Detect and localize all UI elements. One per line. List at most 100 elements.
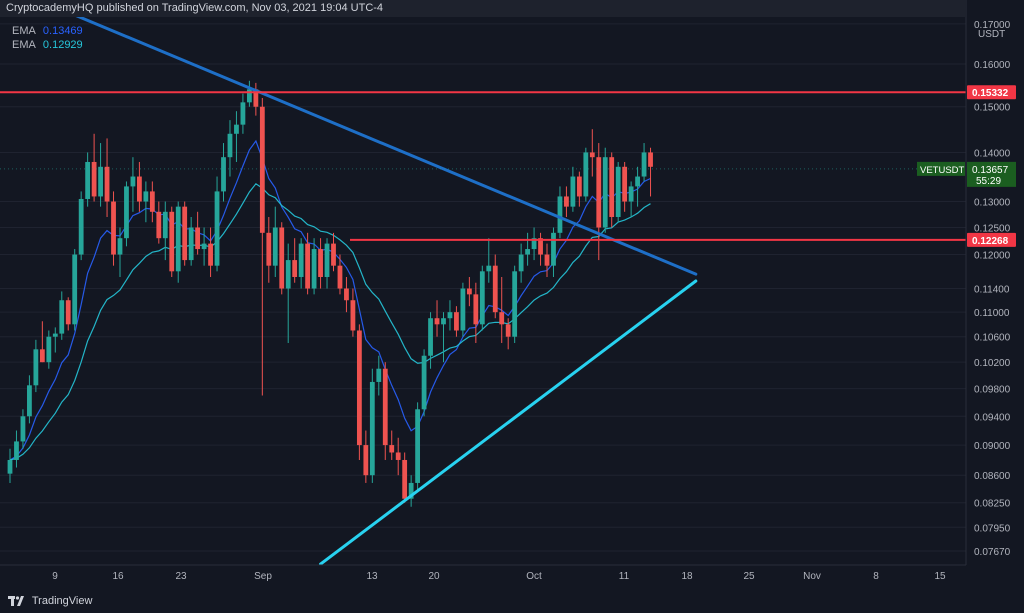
candle[interactable] (460, 282, 466, 337)
candle[interactable] (369, 368, 375, 483)
candle[interactable] (331, 232, 336, 272)
candle[interactable] (259, 97, 265, 396)
candle[interactable] (104, 138, 110, 217)
candles[interactable] (7, 80, 653, 507)
candle[interactable] (512, 265, 518, 343)
candle[interactable] (596, 143, 602, 261)
candle[interactable] (208, 227, 213, 277)
candle[interactable] (324, 238, 330, 289)
candle[interactable] (382, 362, 388, 460)
candle[interactable] (589, 129, 595, 177)
candle[interactable] (531, 227, 537, 261)
candle[interactable] (117, 227, 123, 277)
candle[interactable] (85, 152, 91, 207)
candle[interactable] (337, 254, 343, 295)
candle[interactable] (615, 161, 621, 223)
candle[interactable] (486, 238, 492, 283)
candle[interactable] (33, 339, 39, 393)
candle[interactable] (428, 312, 433, 369)
candle[interactable] (305, 232, 311, 295)
ema-1-legend[interactable]: EMA 0.13469 (12, 24, 83, 38)
candle[interactable] (635, 166, 640, 207)
candle[interactable] (234, 111, 239, 162)
candle[interactable] (564, 186, 569, 217)
candle[interactable] (447, 300, 453, 331)
candle[interactable] (622, 161, 628, 212)
candle[interactable] (52, 327, 58, 353)
candle[interactable] (201, 227, 207, 266)
candle[interactable] (253, 82, 259, 116)
candle[interactable] (156, 201, 162, 244)
candle[interactable] (188, 216, 194, 266)
candle[interactable] (111, 191, 116, 266)
candle[interactable] (285, 243, 291, 343)
candle[interactable] (46, 330, 52, 369)
candle[interactable] (570, 166, 576, 212)
candle[interactable] (311, 238, 317, 295)
candle[interactable] (195, 211, 201, 255)
candle[interactable] (648, 147, 653, 197)
candle[interactable] (240, 93, 246, 134)
candle[interactable] (98, 143, 103, 207)
candle[interactable] (272, 206, 278, 277)
candle[interactable] (557, 186, 563, 239)
candle[interactable] (214, 176, 220, 272)
candle[interactable] (266, 216, 272, 283)
candle[interactable] (65, 297, 71, 331)
candle[interactable] (292, 238, 298, 283)
time-axis[interactable]: 9 16 23 Sep 13 20 Oct 11 18 25 Nov 8 15 (0, 564, 1024, 589)
candle[interactable] (246, 80, 252, 107)
candle[interactable] (227, 120, 233, 177)
candle[interactable] (344, 276, 349, 313)
candle[interactable] (91, 133, 97, 202)
candle[interactable] (525, 232, 530, 266)
ema-2-legend[interactable]: EMA 0.12929 (12, 38, 83, 52)
candle[interactable] (363, 430, 369, 483)
candle[interactable] (415, 402, 421, 491)
candle[interactable] (434, 300, 440, 337)
candle[interactable] (492, 254, 498, 319)
candle[interactable] (441, 312, 446, 363)
candle[interactable] (499, 276, 505, 343)
candle[interactable] (408, 475, 414, 507)
candle[interactable] (162, 201, 168, 261)
candle[interactable] (628, 181, 634, 217)
candle[interactable] (376, 355, 382, 396)
candle[interactable] (137, 161, 142, 212)
candle[interactable] (279, 222, 285, 295)
price-axis[interactable]: 0.17000 0.16000 0.15000 0.14000 0.13000 0.125… (0, 0, 1024, 565)
candle[interactable] (72, 249, 78, 331)
candle[interactable] (454, 306, 459, 337)
candle[interactable] (395, 437, 401, 476)
candle[interactable] (576, 171, 582, 207)
candle[interactable] (7, 448, 13, 483)
candle[interactable] (551, 227, 556, 277)
candle[interactable] (350, 288, 356, 337)
candle[interactable] (473, 282, 479, 343)
candle[interactable] (78, 191, 84, 261)
candle[interactable] (143, 181, 149, 223)
candle[interactable] (602, 147, 608, 233)
candle[interactable] (318, 238, 323, 289)
candle[interactable] (39, 321, 45, 363)
candle[interactable] (402, 452, 408, 503)
candle[interactable] (609, 152, 615, 228)
candle[interactable] (298, 238, 304, 289)
candle[interactable] (479, 265, 485, 331)
candle[interactable] (518, 243, 524, 283)
candle[interactable] (221, 143, 226, 202)
candle[interactable] (59, 291, 65, 340)
candle[interactable] (583, 147, 589, 202)
candle[interactable] (544, 243, 550, 277)
candle[interactable] (20, 409, 26, 449)
candle[interactable] (421, 349, 427, 417)
candle[interactable] (175, 201, 181, 283)
candle[interactable] (389, 430, 395, 460)
horizontal-levels[interactable] (0, 91, 966, 241)
candle[interactable] (538, 232, 543, 266)
trendlines[interactable] (23, 0, 698, 566)
candle[interactable] (169, 206, 175, 277)
candle[interactable] (149, 181, 155, 223)
candle[interactable] (124, 181, 129, 247)
